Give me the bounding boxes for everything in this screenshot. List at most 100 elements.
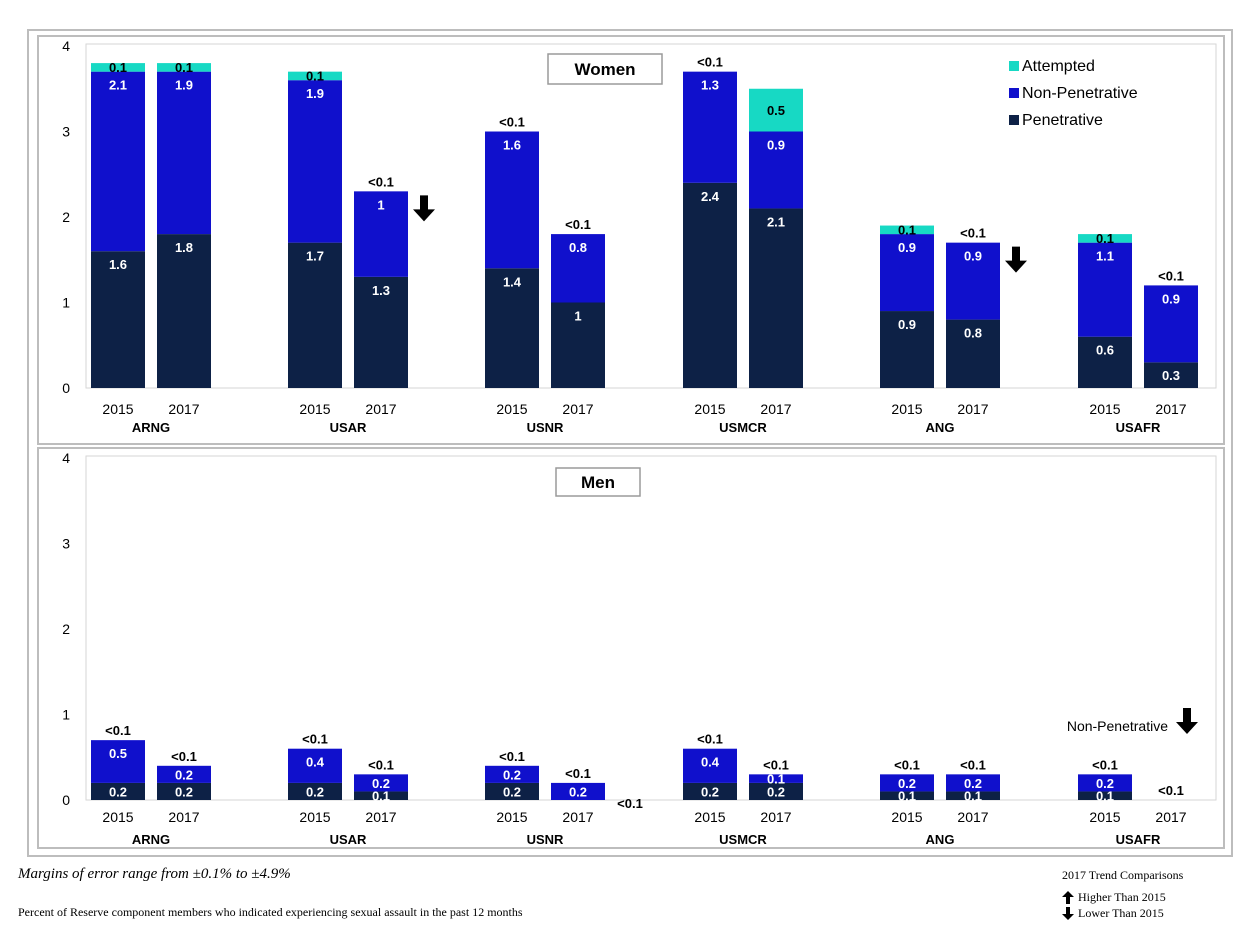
bar-usar-2017: 2017 0.10.2 <0.1 (354, 757, 408, 825)
segment-non-penetrative (288, 80, 342, 243)
data-label-non-penetrative: 0.4 (701, 755, 720, 770)
bar-arng-2017: 2017 1.8 1.9 0.1 (157, 60, 211, 417)
segment-non-penetrative (749, 131, 803, 209)
bar-usnr-2015: 2015 1.4 1.6 <0.1 (485, 115, 539, 417)
year-tick-label: 2017 (365, 809, 396, 825)
year-tick-label: 2015 (1089, 809, 1120, 825)
data-label-penetrative: 0.2 (306, 784, 324, 799)
segment-penetrative (880, 791, 934, 800)
bar-ang-2015: 2015 0.10.2 <0.1 (880, 757, 934, 825)
bar-usafr-2015: 2015 0.10.2 <0.1 (1078, 757, 1132, 825)
year-tick-label: 2017 (1155, 809, 1186, 825)
trend-key-higher: Higher Than 2015 (1062, 886, 1183, 908)
segment-non-penetrative (157, 765, 211, 783)
year-tick-label: 2017 (562, 401, 593, 417)
year-tick-label: 2015 (299, 401, 330, 417)
group-label: USNR (527, 420, 564, 435)
group-usmcr: USMCR 2015 2.4 1.3 <0.1 2017 2.1 0.9 0.5 (683, 55, 803, 435)
year-tick-label: 2017 (957, 401, 988, 417)
data-label-attempted: <0.1 (565, 217, 591, 232)
data-label-non-penetrative: 0.4 (306, 755, 325, 770)
data-label-non-penetrative: 0.2 (898, 776, 916, 791)
panel-label: Men (581, 473, 615, 492)
segment-penetrative (354, 276, 408, 388)
plot-area (85, 43, 1217, 389)
panel-label-box (555, 467, 641, 497)
data-label-penetrative: 0.8 (964, 326, 982, 341)
year-tick-label: 2015 (496, 809, 527, 825)
segment-penetrative (946, 319, 1000, 388)
data-label-penetrative: 1.3 (372, 283, 390, 298)
segment-non-penetrative (485, 765, 539, 783)
year-tick-label: 2017 (1155, 401, 1186, 417)
data-label-non-penetrative: 0.2 (503, 767, 521, 782)
group-usafr: USAFR 2015 0.10.2 <0.1 2017 <0.1 (1078, 757, 1187, 847)
data-label-attempted: <0.1 (1158, 783, 1184, 798)
data-label-penetrative: 1 (574, 309, 581, 324)
data-label-penetrative: 0.2 (109, 784, 127, 799)
figure-caption: Percent of Reserve component members who… (18, 905, 523, 919)
group-arng: ARNG 2015 0.2 0.5 <0.1 2017 0.2 0.2 <0.1 (91, 723, 211, 847)
data-label-penetrative: 0.9 (898, 317, 916, 332)
year-tick-label: 2017 (957, 809, 988, 825)
data-label-non-penetrative: 0.2 (175, 767, 193, 782)
data-label-non-penetrative: 0.2 (1096, 776, 1114, 791)
bar-usnr-2015: 2015 0.2 0.2 <0.1 (485, 749, 539, 825)
data-label-non-penetrative: 0.2 (964, 776, 982, 791)
segment-penetrative (288, 782, 342, 800)
segment-non-penetrative (354, 191, 408, 277)
group-label: USNR (527, 832, 564, 847)
group-usnr: USNR 2015 1.4 1.6 <0.1 2017 1 0.8 <0.1 (485, 115, 605, 435)
year-tick-label: 2017 (760, 401, 791, 417)
y-tick-label: 1 (62, 707, 70, 723)
panel-frame (37, 35, 1225, 445)
segment-attempted (749, 88, 803, 132)
bar-usar-2015: 2015 1.7 1.9 0.1 (288, 69, 342, 417)
legend-label-penetrative: Penetrative (1022, 112, 1103, 129)
year-tick-label: 2017 (168, 809, 199, 825)
data-label-attempted: <0.1 (368, 174, 394, 189)
group-label: USMCR (719, 420, 767, 435)
data-label-attempted: <0.1 (697, 55, 723, 70)
segment-penetrative (749, 208, 803, 388)
chart-panel-women: 0 1 2 3 4 Women ARNG 2015 1.6 2.1 0.1 2017 1.8 1.9 0.1… (37, 35, 1225, 445)
data-label-non-penetrative: 1 (377, 197, 384, 212)
segment-penetrative (485, 782, 539, 800)
data-label-non-penetrative: 1.9 (175, 78, 193, 93)
segment-non-penetrative (683, 748, 737, 783)
data-label-attempted: <0.1 (302, 732, 328, 747)
data-label-penetrative: 0.1 (964, 789, 982, 804)
group-label: ARNG (132, 420, 170, 435)
data-label-penetrative: 1.4 (503, 274, 522, 289)
panel-frame (37, 447, 1225, 849)
segment-non-penetrative (880, 774, 934, 792)
segment-penetrative (354, 791, 408, 800)
year-tick-label: 2017 (365, 401, 396, 417)
year-tick-label: 2017 (562, 809, 593, 825)
data-label-attempted: <0.1 (499, 115, 525, 130)
y-tick-label: 4 (62, 38, 70, 54)
trend-comparisons-key: 2017 Trend Comparisons Higher Than 2015 … (1062, 864, 1183, 924)
data-label-non-penetrative: 0.8 (569, 240, 587, 255)
panel-label-box (547, 53, 663, 85)
data-label-penetrative: 2.1 (767, 214, 785, 229)
segment-penetrative (485, 268, 539, 388)
segment-penetrative (91, 782, 145, 800)
plot-area (85, 455, 1217, 801)
legend-label-attempted: Attempted (1022, 58, 1095, 75)
bar-usnr-2017: 2017 1 0.8 <0.1 (551, 217, 605, 417)
segment-non-penetrative (1078, 242, 1132, 337)
data-label-attempted: <0.1 (894, 757, 920, 772)
legend-swatch-non-penetrative (1009, 88, 1019, 98)
year-tick-label: 2015 (1089, 401, 1120, 417)
segment-penetrative (1078, 336, 1132, 388)
data-label-attempted: 0.1 (898, 223, 916, 238)
bar-ang-2015: 2015 0.9 0.9 0.1 (880, 223, 934, 417)
segment-non-penetrative (749, 774, 803, 783)
legend-swatch-penetrative (1009, 115, 1019, 125)
arrow-down-icon (1005, 246, 1027, 273)
group-label: USAR (330, 832, 367, 847)
data-label-penetrative: 1.7 (306, 249, 324, 264)
